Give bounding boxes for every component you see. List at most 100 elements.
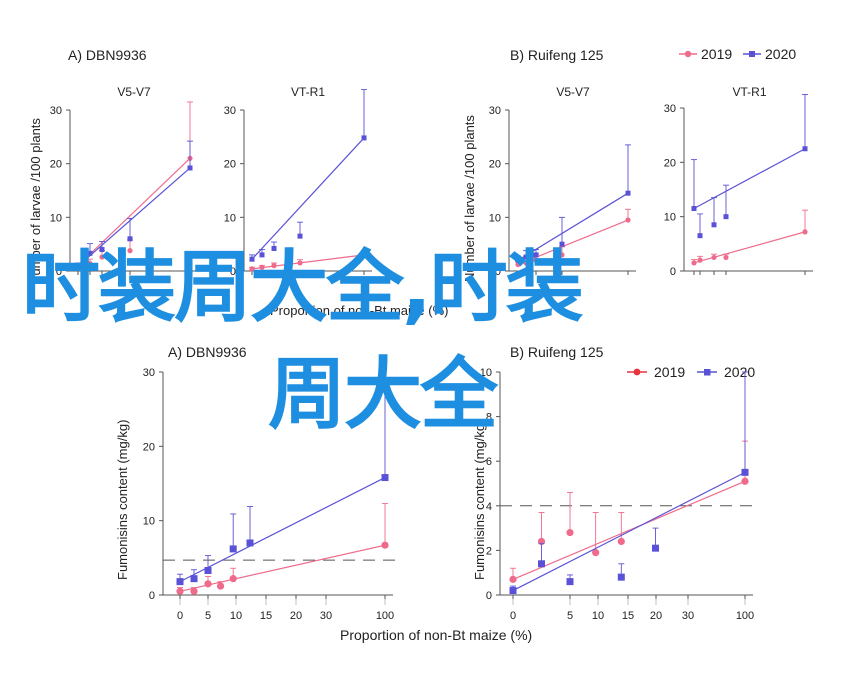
chart2-series-2020-point (361, 135, 367, 141)
legend-label-2019-bottom: 2019 (654, 364, 685, 380)
chart1-series-2020-point (75, 263, 81, 269)
chart3-y-tick-label: 10 (489, 212, 501, 224)
chart5-x-tick-label: 15 (260, 610, 272, 622)
chart2-y-tick-label: 0 (230, 266, 236, 278)
chart2-series-2019-point (271, 263, 277, 269)
chart2-y-tick-label: 10 (224, 212, 236, 224)
chart6-x-tick-label: 20 (650, 610, 662, 622)
top-ylabel-right: Number of larvae /100 plants (462, 115, 477, 282)
chart2-series-2020-point (271, 245, 277, 251)
legend-marker-2020 (749, 51, 755, 57)
chart6-x-tick-label: 0 (510, 610, 516, 622)
chart2-series-2020-point (249, 256, 255, 262)
chart4-series-2019-line (693, 231, 806, 264)
chart2-series-2019-line (251, 254, 365, 270)
chart5-series-2020-point (229, 545, 237, 553)
chart6-y-tick-label: 4 (486, 501, 492, 513)
chart5-y-tick-label: 30 (143, 367, 155, 379)
chart4-y-tick-label: 30 (664, 103, 676, 115)
chart4-series-2020-line (693, 148, 806, 210)
chart6-x-tick-label: 10 (592, 610, 604, 622)
chart6-series-2020-point (652, 544, 659, 552)
chart4-y-tick-label: 20 (664, 157, 676, 169)
chart5-x-tick-label: 30 (320, 610, 332, 622)
top-legend: 2019 2020 (679, 46, 796, 62)
chart6-series-2020-line (512, 471, 746, 592)
chart5-series-2019-point (190, 587, 198, 595)
chart6-series-2019-point (741, 477, 749, 485)
chart4-series-2020-point (711, 222, 717, 228)
chart1-y-tick-label: 30 (50, 105, 62, 117)
top-panel-b-title: B) Ruifeng 125 (510, 47, 604, 63)
chart6-x-tick-label: 30 (682, 610, 694, 622)
chart6-x-tick-label: 15 (622, 610, 634, 622)
bottom-xlabel: Proportion of non-Bt maize (%) (340, 627, 532, 643)
chart1-series-2020-point (187, 165, 193, 171)
chart5-series-2019-point (217, 582, 225, 590)
chart6-series-2019-point (566, 528, 574, 537)
chart6-series-2019-line (512, 480, 746, 580)
chart2-title: VT-R1 (291, 85, 325, 99)
top-ylabel-left: Number of larvae /100 plants (28, 118, 43, 285)
chart5-x-tick-label: 20 (290, 610, 302, 622)
chart2-series-2020-point (259, 252, 265, 258)
chart4-series-2019-point (697, 257, 703, 263)
chart4-series-2020-point (697, 233, 703, 239)
chart4-series-2019-point (691, 260, 697, 266)
chart6-y-tick-label: 0 (486, 590, 492, 602)
bottom-legend: 2019 2020 (627, 364, 755, 380)
chart4-y-tick-label: 10 (664, 212, 676, 224)
chart1-series-2019-line (77, 157, 191, 267)
chart1-y-tick-label: 10 (50, 212, 62, 224)
chart1-series-2020-line (77, 167, 191, 267)
chart4-series-2019-point (802, 229, 808, 235)
chart6-y-tick-label: 6 (486, 456, 492, 468)
chart6-series-2020-point (741, 468, 749, 476)
chart5-series-2019-point (229, 575, 237, 583)
chart5-series-2020-point (246, 539, 254, 547)
chart3-y-tick-label: 20 (489, 159, 501, 171)
chart5-y-tick-label: 20 (143, 441, 155, 453)
legend-label-2020-bottom: 2020 (724, 364, 755, 380)
chart4-series-2020-point (723, 214, 729, 220)
chart3-series-2019-point (523, 260, 529, 266)
legend-marker-2019-bottom (633, 368, 641, 376)
chart3-series-2019-point (625, 217, 631, 223)
top-xlabel: Proportion of non-Bt maize (%) (270, 303, 448, 318)
chart5-series-2019-point (204, 580, 212, 588)
chart4-series-2020-point (802, 146, 808, 152)
overlay-text-line-2: 周大全 (268, 350, 498, 440)
chart6-y-tick-label: 8 (486, 412, 492, 424)
chart4-title: VT-R1 (732, 85, 766, 99)
chart3-y-tick-label: 0 (495, 266, 501, 278)
chart2-series-2019-point (361, 252, 367, 258)
legend-marker-2019 (684, 50, 692, 58)
chart5-series-2020-point (204, 566, 212, 574)
chart5-y-tick-label: 0 (149, 590, 155, 602)
chart6-series-2019-point (592, 549, 600, 557)
chart1-title: V5-V7 (117, 85, 151, 99)
chart5-x-tick-label: 0 (177, 610, 183, 622)
chart3-series-2020-point (559, 241, 565, 247)
chart1-y-tick-label: 20 (50, 159, 62, 171)
chart5-series-2019-line (179, 544, 386, 592)
chart6-series-2019-point (509, 575, 517, 583)
chart1-series-2020-point (99, 247, 105, 253)
chart3-series-2020-point (515, 257, 521, 263)
chart5-x-tick-label: 10 (230, 610, 242, 622)
chart1-y-tick-label: 0 (56, 266, 62, 278)
chart2-series-2019-point (249, 266, 255, 272)
chart1-series-2020-point (127, 236, 133, 242)
chart5-y-tick-label: 10 (143, 516, 155, 528)
top-panel-a-title: A) DBN9936 (68, 47, 147, 63)
chart2-series-2020-line (251, 137, 365, 260)
chart6-series-2020-point (509, 587, 517, 595)
bottom-panel-a-title: A) DBN9936 (168, 344, 247, 360)
chart2-y-tick-label: 30 (224, 105, 236, 117)
chart5-series-2020-line (179, 477, 386, 583)
chart5-x-tick-label: 5 (205, 610, 211, 622)
chart5-series-2019-point (381, 541, 389, 549)
chart3-series-2020-point (533, 252, 539, 258)
chart1-series-2019-point (99, 254, 105, 260)
